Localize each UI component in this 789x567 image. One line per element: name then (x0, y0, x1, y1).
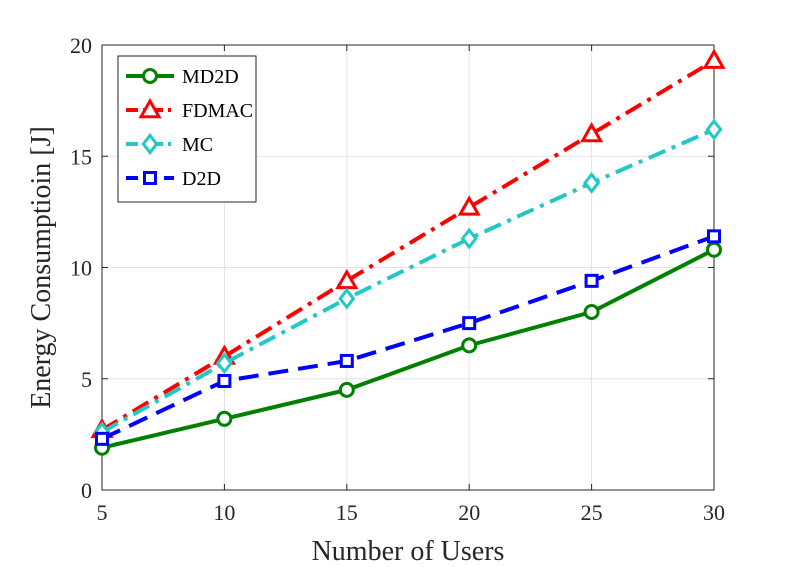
legend-box (117, 55, 257, 203)
legend-item-fdmac: FDMAC (126, 97, 253, 122)
legend-label: MC (182, 134, 213, 156)
legend-marker (143, 171, 157, 185)
data-point-fdmac (457, 195, 481, 216)
x-tick-label: 10 (213, 500, 235, 525)
legend-marker (141, 133, 159, 155)
x-tick-label: 30 (703, 500, 725, 525)
data-point-mc (215, 352, 233, 375)
data-point-md2d (338, 381, 355, 398)
data-point-d2d (584, 273, 599, 288)
y-tick-label: 20 (70, 33, 92, 58)
data-point-d2d (462, 316, 477, 331)
series-line-md2d (101, 247, 715, 450)
data-point-md2d (216, 410, 233, 427)
series-mc (93, 118, 723, 444)
x-tick-label: 15 (336, 500, 358, 525)
legend-label: MD2D (182, 66, 239, 88)
data-point-d2d (95, 431, 109, 446)
series-d2d (95, 229, 721, 446)
data-point-md2d (706, 241, 722, 258)
series-md2d (94, 241, 722, 456)
series-line-fdmac (100, 58, 716, 432)
data-point-fdmac (580, 121, 604, 143)
data-point-mc (460, 227, 478, 250)
legend-item-d2d: D2D (126, 168, 221, 190)
legend-label: D2D (182, 168, 221, 190)
data-point-d2d (707, 229, 721, 244)
legend-item-md2d: MD2D (126, 66, 239, 88)
data-point-md2d (583, 304, 600, 320)
x-tick-label: 5 (97, 500, 108, 525)
data-point-mc (583, 172, 601, 194)
data-point-d2d (217, 373, 232, 388)
series-line-d2d (101, 234, 715, 441)
series-group (90, 48, 726, 456)
data-point-mc (338, 287, 356, 310)
series-line-mc (101, 127, 715, 434)
data-point-fdmac (702, 48, 726, 69)
x-axis-label: Number of Users (312, 536, 505, 567)
legend: MD2D FDMAC MC D2D (117, 55, 257, 203)
data-point-d2d (339, 353, 354, 368)
data-point-mc (705, 118, 723, 141)
legend-item-mc: MC (126, 133, 213, 156)
y-tick-label: 5 (81, 367, 92, 392)
legend-marker (142, 68, 158, 84)
data-point-md2d (461, 337, 478, 354)
legend-label: FDMAC (182, 100, 253, 122)
y-axis-label: Energy Consumptioin [J] (26, 126, 57, 409)
y-axis-ticks: 0 5 10 15 20 (70, 33, 714, 503)
legend-marker (138, 97, 162, 119)
x-axis-ticks: 5 10 15 20 25 30 (97, 45, 725, 525)
x-tick-label: 25 (581, 500, 603, 525)
y-tick-label: 0 (81, 478, 92, 503)
y-tick-label: 10 (70, 256, 92, 281)
x-tick-label: 20 (458, 500, 480, 525)
data-point-fdmac (335, 268, 359, 290)
y-tick-label: 15 (70, 144, 92, 169)
